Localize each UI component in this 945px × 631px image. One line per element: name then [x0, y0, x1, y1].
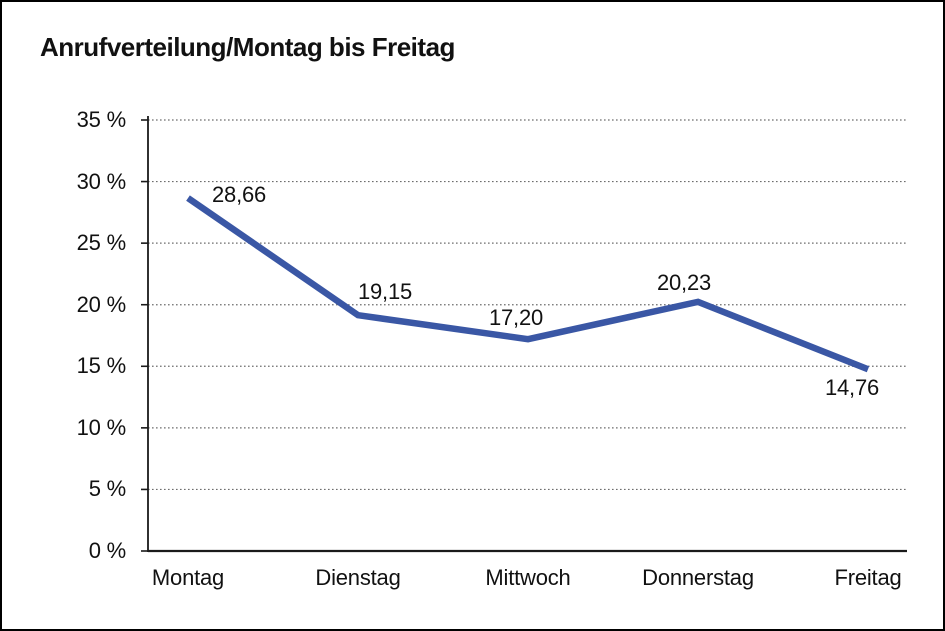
y-tick-label-25pct: 25 %	[76, 230, 127, 256]
y-tick-label-10pct: 10 %	[76, 414, 127, 440]
chart-title: Anrufverteilung/Montag bis Freitag	[40, 32, 455, 62]
y-tick-label-5pct: 5 %	[88, 476, 127, 502]
data-label-freitag: 14,76	[824, 375, 880, 401]
data-label-dienstag: 19,15	[357, 279, 413, 305]
x-category-label-donnerstag: Donnerstag	[642, 565, 754, 590]
x-category-label-mittwoch: Mittwoch	[485, 565, 571, 590]
y-tick-label-15pct: 15 %	[76, 353, 127, 379]
y-tick-label-35pct: 35 %	[76, 107, 127, 132]
data-label-montag: 28,66	[212, 182, 267, 208]
y-tick-label-30pct: 30 %	[76, 168, 127, 194]
series-line	[186, 195, 870, 373]
y-tick-label-0pct: 0 %	[88, 538, 127, 563]
x-category-label-montag: Montag	[151, 565, 225, 590]
x-category-label-freitag: Freitag	[834, 565, 902, 590]
data-label-donnerstag: 20,23	[656, 269, 712, 295]
data-label-mittwoch: 17,20	[488, 305, 544, 331]
x-category-label-dienstag: Dienstag	[315, 565, 401, 590]
y-tick-label-20pct: 20 %	[76, 291, 127, 317]
